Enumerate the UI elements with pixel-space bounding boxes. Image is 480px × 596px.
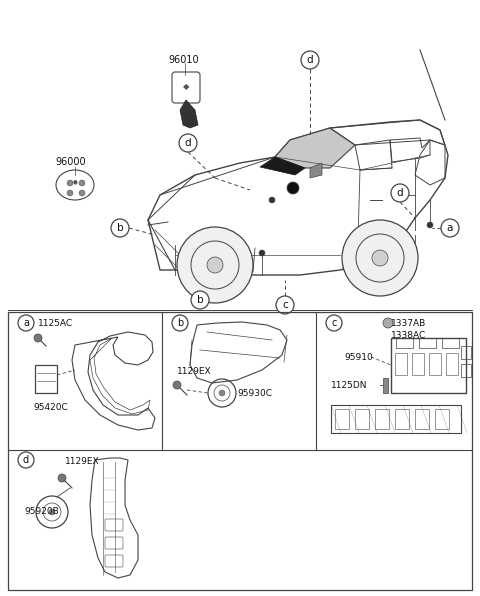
Text: 96000: 96000 <box>55 157 85 167</box>
Circle shape <box>58 474 66 482</box>
Text: 1125DN: 1125DN <box>331 380 368 390</box>
Text: b: b <box>197 295 204 305</box>
Circle shape <box>391 184 409 202</box>
Text: 95910: 95910 <box>344 352 373 362</box>
Bar <box>8 312 472 590</box>
Text: a: a <box>23 318 29 328</box>
Circle shape <box>18 452 34 468</box>
Text: 1338AC: 1338AC <box>391 331 426 340</box>
Circle shape <box>49 509 55 515</box>
Text: b: b <box>177 318 183 328</box>
Text: d: d <box>23 455 29 465</box>
Circle shape <box>441 219 459 237</box>
Circle shape <box>427 222 433 228</box>
Text: c: c <box>282 300 288 310</box>
Polygon shape <box>310 163 322 178</box>
Circle shape <box>383 318 393 328</box>
FancyBboxPatch shape <box>383 378 388 393</box>
Circle shape <box>259 250 265 256</box>
Polygon shape <box>275 128 355 168</box>
Text: 96010: 96010 <box>168 55 199 65</box>
Circle shape <box>67 180 73 186</box>
Text: 95930C: 95930C <box>237 389 272 398</box>
Polygon shape <box>260 157 305 175</box>
Circle shape <box>287 182 299 194</box>
Circle shape <box>342 220 418 296</box>
Circle shape <box>301 51 319 69</box>
Text: d: d <box>185 138 192 148</box>
Text: d: d <box>396 188 403 198</box>
Circle shape <box>207 257 223 273</box>
Circle shape <box>269 197 275 203</box>
Text: 1125AC: 1125AC <box>38 318 73 327</box>
Circle shape <box>177 227 253 303</box>
Text: 95420C: 95420C <box>33 403 68 412</box>
Polygon shape <box>180 100 198 128</box>
Text: b: b <box>117 223 123 233</box>
Text: c: c <box>331 318 336 328</box>
Circle shape <box>34 334 42 342</box>
Text: d: d <box>307 55 313 65</box>
Circle shape <box>191 291 209 309</box>
Circle shape <box>326 315 342 331</box>
Circle shape <box>173 381 181 389</box>
Text: ◆: ◆ <box>183 82 189 92</box>
Text: 1129EX: 1129EX <box>65 458 100 467</box>
Text: a: a <box>447 223 453 233</box>
Circle shape <box>219 390 225 396</box>
Text: 1129EX: 1129EX <box>177 368 212 377</box>
Circle shape <box>18 315 34 331</box>
Circle shape <box>79 180 85 186</box>
Text: 95920B: 95920B <box>24 508 59 517</box>
Circle shape <box>79 190 85 196</box>
Circle shape <box>372 250 388 266</box>
Circle shape <box>276 296 294 314</box>
Text: 1337AB: 1337AB <box>391 318 426 327</box>
Circle shape <box>179 134 197 152</box>
Circle shape <box>111 219 129 237</box>
Circle shape <box>172 315 188 331</box>
Circle shape <box>67 190 73 196</box>
Text: ●: ● <box>72 179 77 185</box>
